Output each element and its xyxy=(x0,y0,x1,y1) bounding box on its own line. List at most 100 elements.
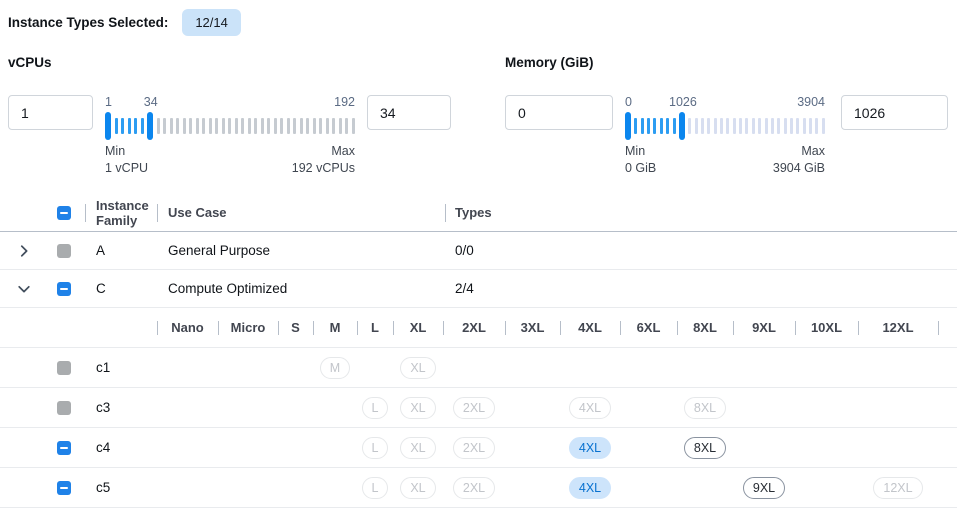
slider-tick xyxy=(189,118,192,134)
size-column-header-4xl: 4XL xyxy=(560,308,620,347)
c1-size-cell-12xl xyxy=(858,348,938,387)
slider-tick xyxy=(254,118,257,134)
size-column-header-2xl: 2XL xyxy=(443,308,505,347)
vcpus-min-input[interactable] xyxy=(8,95,93,130)
family-a-checkbox[interactable] xyxy=(57,243,71,258)
c4-size-cell-l: L xyxy=(357,428,393,467)
memory-min-input[interactable] xyxy=(505,95,613,130)
size-column-header-9xl: 9XL xyxy=(733,308,795,347)
slider-tick-label: 0 xyxy=(625,95,632,109)
slider-tick xyxy=(821,118,825,134)
c5-xl-pill: XL xyxy=(400,476,436,499)
slider-tick xyxy=(195,118,199,134)
c4-4xl-pill[interactable]: 4XL xyxy=(568,436,612,459)
c5-size-cell-m xyxy=(313,468,357,507)
instance-rows: c1 M XL c3 L XL 2XL 4XL 8XL c4 L XL 2XL 4XL 8XL c5 L XL 2X… xyxy=(0,348,957,508)
slider-tick xyxy=(700,118,704,134)
slider-tick xyxy=(208,118,212,134)
family-row-c[interactable]: C Compute Optimized 2/4 xyxy=(0,270,957,308)
c3-checkbox-cell xyxy=(48,400,85,415)
select-all-checkbox[interactable] xyxy=(57,205,71,220)
memory-slider-labels: 0 1026 3904 xyxy=(625,95,825,110)
slider-handle[interactable] xyxy=(625,112,631,140)
c5-size-cell-s xyxy=(278,468,313,507)
slider-tick xyxy=(140,118,144,134)
family-c-use-case: Compute Optimized xyxy=(168,281,288,296)
c3-l-pill: L xyxy=(361,396,389,419)
header-checkbox-cell xyxy=(48,205,85,220)
slider-handle[interactable] xyxy=(147,112,153,140)
c5-size-cell-3xl xyxy=(505,468,560,507)
filters-row: vCPUs 1 34 192 Min 1 vCPU Max 192 vCPUs xyxy=(0,44,957,177)
slider-tick xyxy=(770,118,774,134)
c5-size-cell-l: L xyxy=(357,468,393,507)
slider-tick xyxy=(647,118,651,134)
slider-tick xyxy=(720,118,724,134)
c5-checkbox[interactable] xyxy=(57,480,71,495)
c4-size-cell-4xl: 4XL xyxy=(560,428,620,467)
vcpus-max-value: 192 vCPUs xyxy=(291,161,355,175)
c3-size-cell-micro xyxy=(218,388,278,427)
c3-size-cell-nano xyxy=(157,388,218,427)
slider-tick-label: 1 xyxy=(105,95,112,109)
c3-size-cell-4xl: 4XL xyxy=(560,388,620,427)
c4-checkbox-cell xyxy=(48,440,85,455)
memory-max-input[interactable] xyxy=(841,95,948,130)
c1-checkbox[interactable] xyxy=(57,360,71,375)
c5-size-cell-6xl xyxy=(620,468,677,507)
c3-checkbox[interactable] xyxy=(57,400,71,415)
slider-tick-label: 192 xyxy=(334,95,355,109)
instance-row-c4: c4 L XL 2XL 4XL 8XL xyxy=(0,428,957,468)
c4-checkbox[interactable] xyxy=(57,440,71,455)
memory-slider-track[interactable] xyxy=(625,112,825,140)
c3-size-cell-9xl xyxy=(733,388,795,427)
c4-xl-pill: XL xyxy=(400,436,436,459)
c5-4xl-pill[interactable]: 4XL xyxy=(568,476,612,499)
size-column-header-3xl: 3XL xyxy=(505,308,560,347)
slider-tick xyxy=(134,118,137,134)
slider-tick xyxy=(293,118,296,134)
c4-8xl-pill[interactable]: 8XL xyxy=(683,436,727,459)
column-header-instance-family: Instance Family xyxy=(85,198,157,228)
slider-tick xyxy=(783,118,787,134)
expand-chevron-right-icon[interactable] xyxy=(0,244,48,258)
instance-name-c4: c4 xyxy=(96,440,111,455)
size-column-header-10xl: 10XL xyxy=(795,308,858,347)
size-column-header-l: L xyxy=(357,308,393,347)
size-column-header-micro: Micro xyxy=(218,308,278,347)
slider-tick xyxy=(332,118,335,134)
size-column-header-xl: XL xyxy=(393,308,443,347)
slider-tick xyxy=(176,118,179,134)
slider-handle[interactable] xyxy=(678,112,685,140)
slider-handle[interactable] xyxy=(105,112,111,140)
memory-minmax: Min 0 GiB Max 3904 GiB xyxy=(625,143,825,177)
slider-tick xyxy=(260,118,264,134)
c4-size-cell-10xl xyxy=(795,428,858,467)
family-c-checkbox[interactable] xyxy=(57,281,71,296)
c1-m-pill: M xyxy=(319,356,351,379)
slider-tick xyxy=(163,118,166,134)
slider-tick xyxy=(653,118,657,134)
c1-size-cell-m: M xyxy=(313,348,357,387)
slider-tick xyxy=(273,118,277,134)
family-c-checkbox-cell xyxy=(48,281,85,296)
slider-tick xyxy=(325,118,329,134)
family-row-a[interactable]: A General Purpose 0/0 xyxy=(0,232,957,270)
size-column-header-nano: Nano xyxy=(157,308,218,347)
slider-tick xyxy=(127,118,131,134)
slider-tick xyxy=(345,118,348,134)
slider-tick xyxy=(777,118,781,134)
vcpus-slider-track[interactable] xyxy=(105,112,355,140)
vcpus-max-input[interactable] xyxy=(367,95,451,130)
slider-tick xyxy=(267,118,270,134)
size-column-header-m: M xyxy=(313,308,357,347)
c5-9xl-pill[interactable]: 9XL xyxy=(742,476,786,499)
slider-tick xyxy=(299,118,303,134)
c5-size-cell-nano xyxy=(157,468,218,507)
slider-tick xyxy=(789,118,793,134)
c3-size-cell-8xl: 8XL xyxy=(677,388,733,427)
collapse-chevron-down-icon[interactable] xyxy=(0,282,48,296)
slider-tick xyxy=(707,118,711,134)
c3-size-cell-10xl xyxy=(795,388,858,427)
c1-size-cell-2xl xyxy=(443,348,505,387)
